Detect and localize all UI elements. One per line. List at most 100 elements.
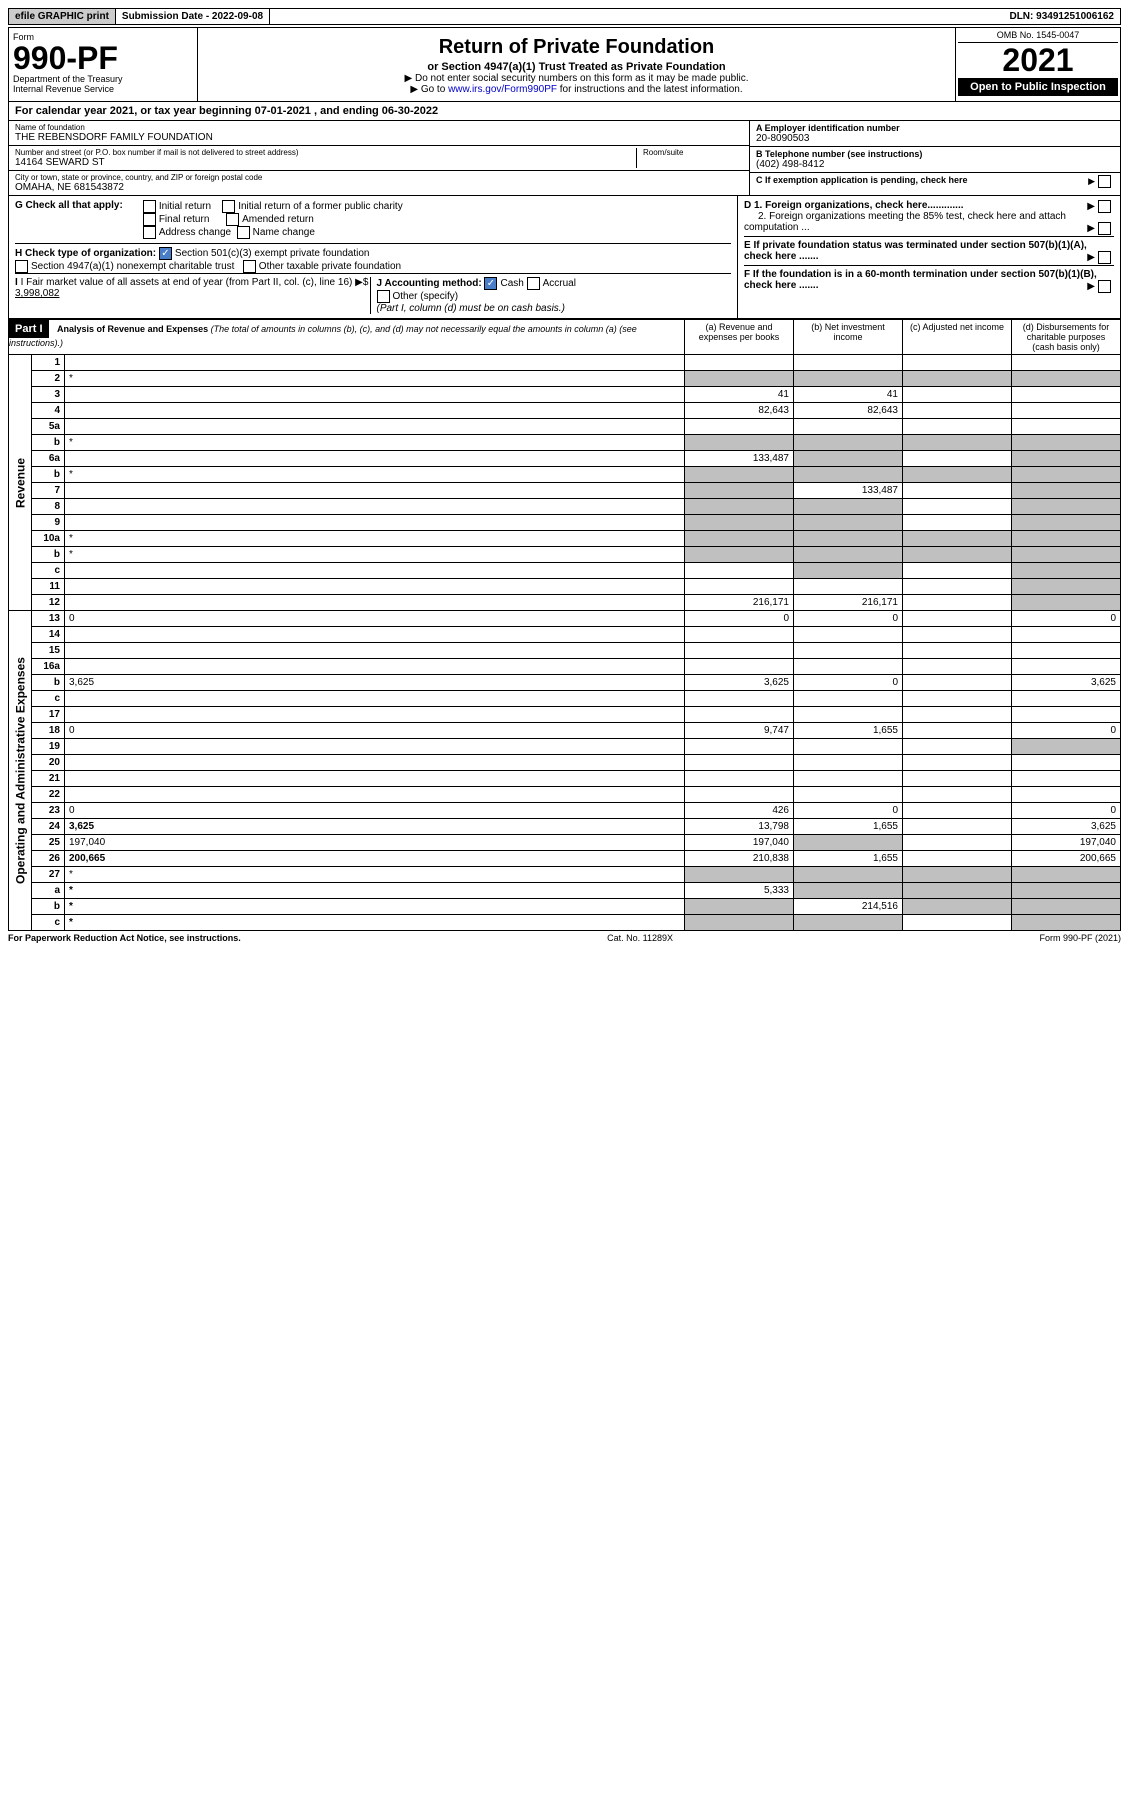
amount-cell [1012,659,1121,675]
amount-cell [794,867,903,883]
amount-cell: 82,643 [685,403,794,419]
table-row: 20 [9,755,1121,771]
dln: DLN: 93491251006162 [1003,9,1120,24]
501c3-cb[interactable] [159,247,172,260]
line-description [65,579,685,595]
other-method-cb[interactable] [377,290,390,303]
amount-cell [685,691,794,707]
final-return-cb[interactable] [143,213,156,226]
g-label: G Check all that apply: [15,200,123,239]
line-number: 1 [32,355,65,371]
table-row: 11 [9,579,1121,595]
amount-cell [903,547,1012,563]
amount-cell [1012,419,1121,435]
amount-cell [794,883,903,899]
amount-cell [903,675,1012,691]
line-number: 26 [32,851,65,867]
other-taxable-cb[interactable] [243,260,256,273]
amount-cell [794,627,903,643]
line-number: 18 [32,723,65,739]
amount-cell: 13,798 [685,819,794,835]
amount-cell [685,515,794,531]
amount-cell: 3,625 [1012,675,1121,691]
amount-cell [903,883,1012,899]
line-description [65,563,685,579]
amount-cell [903,915,1012,931]
amount-cell [794,691,903,707]
page-footer: For Paperwork Reduction Act Notice, see … [8,931,1121,943]
amount-cell [903,419,1012,435]
line-description: * [65,467,685,483]
amount-cell [903,739,1012,755]
amount-cell [794,467,903,483]
address-change-cb[interactable] [143,226,156,239]
amount-cell [1012,755,1121,771]
d2-cb[interactable] [1098,222,1111,235]
line-description [65,627,685,643]
line-number: 6a [32,451,65,467]
amount-cell: 197,040 [685,835,794,851]
amount-cell [1012,883,1121,899]
amount-cell [685,563,794,579]
amount-cell [1012,595,1121,611]
line-description: * [65,547,685,563]
e-cb[interactable] [1098,251,1111,264]
initial-return-cb[interactable] [143,200,156,213]
line-description: 0 [65,723,685,739]
form990pf-link[interactable]: www.irs.gov/Form990PF [448,84,557,95]
amount-cell [685,643,794,659]
table-row: 12216,171216,171 [9,595,1121,611]
amount-cell [1012,451,1121,467]
telephone-label: B Telephone number (see instructions) [756,149,1114,159]
amount-cell [903,627,1012,643]
cash-cb[interactable] [484,277,497,290]
d1-cb[interactable] [1098,200,1111,213]
line-description: 3,625 [65,675,685,691]
line-description [65,355,685,371]
amount-cell [685,435,794,451]
line-description [65,691,685,707]
f-cb[interactable] [1098,280,1111,293]
amount-cell [903,835,1012,851]
accrual-cb[interactable] [527,277,540,290]
efile-print-button[interactable]: efile GRAPHIC print [9,9,116,24]
amount-cell [1012,707,1121,723]
table-row: b3,6253,62503,625 [9,675,1121,691]
amount-cell: 1,655 [794,819,903,835]
amount-cell [903,483,1012,499]
line-number: c [32,563,65,579]
amount-cell [685,707,794,723]
amended-return-cb[interactable] [226,213,239,226]
amount-cell [1012,787,1121,803]
j-note: (Part I, column (d) must be on cash basi… [377,303,565,314]
calendar-year-line: For calendar year 2021, or tax year begi… [8,102,1121,121]
amount-cell [794,755,903,771]
table-row: c* [9,915,1121,931]
line-number: b [32,899,65,915]
line-number: 14 [32,627,65,643]
open-public-badge: Open to Public Inspection [958,78,1118,96]
amount-cell [794,787,903,803]
line-number: 20 [32,755,65,771]
initial-former-cb[interactable] [222,200,235,213]
amount-cell [794,499,903,515]
table-row: 9 [9,515,1121,531]
amount-cell [903,579,1012,595]
line-description [65,755,685,771]
amount-cell [794,739,903,755]
line-number: 10a [32,531,65,547]
exemption-pending-label: C If exemption application is pending, c… [756,175,968,185]
amount-cell [903,819,1012,835]
4947-cb[interactable] [15,260,28,273]
line-description [65,707,685,723]
revenue-side-label: Revenue [9,355,32,611]
entity-info-block: Name of foundation THE REBENSDORF FAMILY… [8,121,1121,196]
exemption-checkbox[interactable] [1098,175,1111,188]
amount-cell [794,835,903,851]
table-row: 482,64382,643 [9,403,1121,419]
name-change-cb[interactable] [237,226,250,239]
amount-cell: 82,643 [794,403,903,419]
amount-cell [1012,563,1121,579]
line-number: 19 [32,739,65,755]
amount-cell: 9,747 [685,723,794,739]
